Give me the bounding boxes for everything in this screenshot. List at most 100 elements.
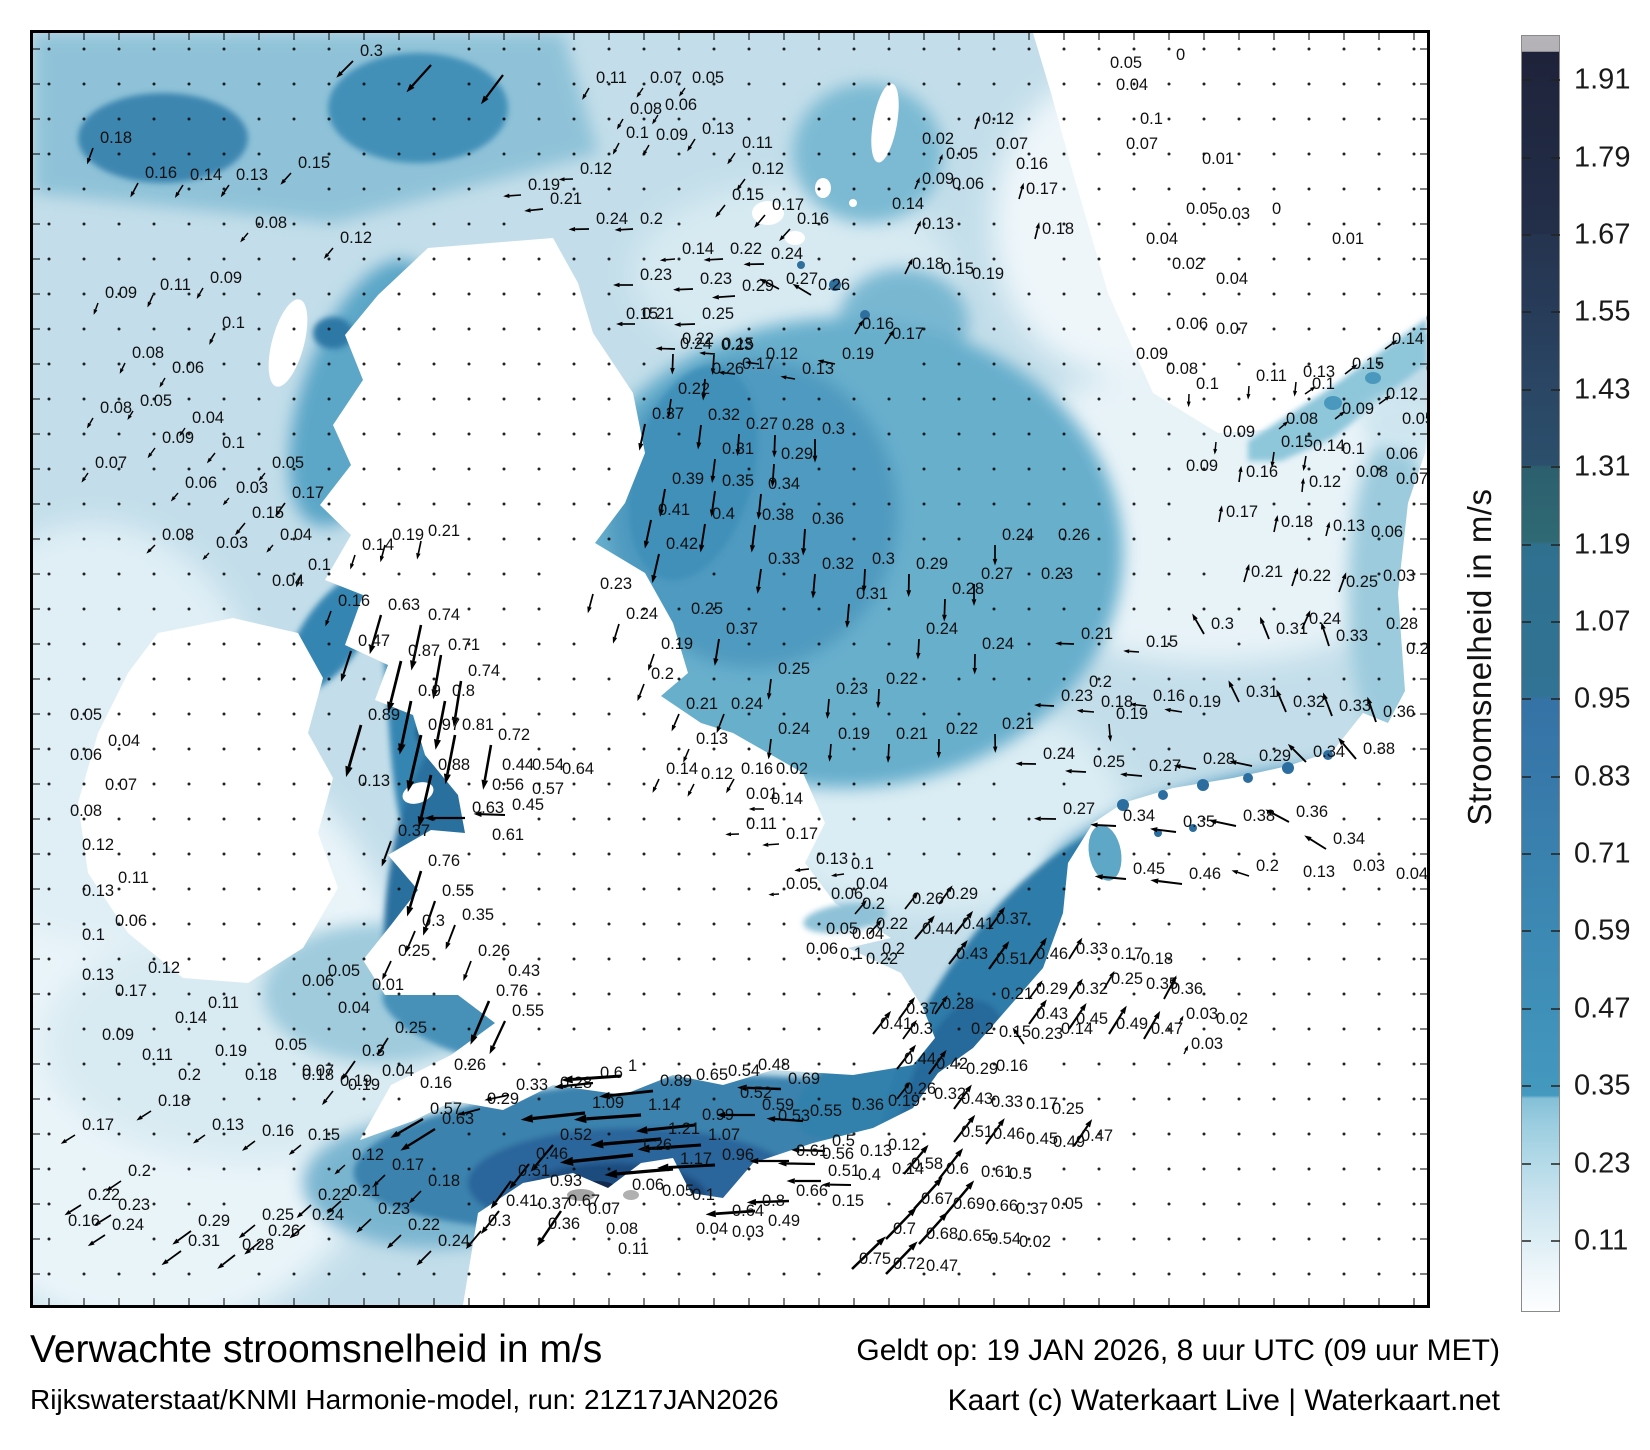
colorbar-tick-mark xyxy=(1551,79,1560,82)
flow-arrow xyxy=(1186,393,1191,408)
current-speed-value: 0.33 xyxy=(516,1076,548,1094)
current-speed-value: 0.02 xyxy=(922,130,954,148)
current-speed-value: 0.16 xyxy=(1246,463,1278,481)
current-speed-value: 0.09 xyxy=(102,1026,134,1044)
current-speed-value: 0.58 xyxy=(911,1155,943,1173)
flow-arrow xyxy=(715,204,726,218)
flow-arrow xyxy=(896,1082,911,1100)
current-speed-value: 0.2 xyxy=(640,210,663,228)
flow-arrow xyxy=(238,1224,256,1239)
flow-arrow xyxy=(1094,874,1127,881)
current-speed-value: 0.74 xyxy=(468,662,500,680)
flow-arrow xyxy=(696,424,702,450)
current-speed-value: 0.13 xyxy=(816,850,848,868)
current-speed-value: 0.27 xyxy=(1063,800,1095,818)
flow-arrow xyxy=(914,915,935,940)
current-speed-value: 0.04 xyxy=(382,1062,414,1080)
colorbar-tick-mark xyxy=(1522,775,1531,778)
flow-arrow xyxy=(974,115,980,130)
current-speed-value: 0.31 xyxy=(722,440,754,458)
current-speed-value: 0.6 xyxy=(600,1064,623,1082)
orkney-tidal-spots xyxy=(797,261,870,320)
current-speed-value: 0.42 xyxy=(936,1055,968,1073)
flow-arrow xyxy=(296,1204,312,1219)
current-speed-value: 0.29 xyxy=(946,885,978,903)
current-speed-value: 0.46 xyxy=(1189,865,1221,883)
grid-dots xyxy=(47,47,1416,1276)
colorbar-tick-mark xyxy=(1522,79,1531,82)
current-speed-value: 0.13 xyxy=(1303,363,1335,381)
current-speed-value: 0.2 xyxy=(862,895,885,913)
current-speed-value: 0.16 xyxy=(996,1057,1028,1075)
current-speed-value: 0.09 xyxy=(1342,400,1374,418)
flow-arrow xyxy=(673,287,694,292)
current-speed-value: 0.26 xyxy=(912,890,944,908)
current-speed-value: 0.13 xyxy=(358,772,390,790)
flow-arrow xyxy=(861,568,867,593)
current-speed-value: 0.15 xyxy=(722,335,754,353)
current-speed-value: 0.36 xyxy=(548,1215,580,1233)
current-speed-value: 0.17 xyxy=(82,1116,114,1134)
flow-arrow xyxy=(568,226,590,232)
current-speed-value: 0.33 xyxy=(991,1093,1023,1111)
flow-arrow xyxy=(898,996,916,1020)
flow-arrow xyxy=(582,87,590,100)
colorbar-tick: 1.55 xyxy=(1574,295,1631,328)
current-speed-value: 0.03 xyxy=(1191,1035,1223,1053)
flow-arrow xyxy=(172,1230,192,1245)
flow-arrow xyxy=(1338,572,1347,593)
current-speed-value: 0.09 xyxy=(210,269,242,287)
flow-arrow xyxy=(64,1204,82,1216)
flow-arrow xyxy=(1273,515,1279,533)
flow-arrow xyxy=(1322,692,1333,717)
flow-arrow xyxy=(735,433,741,456)
flow-arrow xyxy=(465,1230,482,1250)
flow-arrow xyxy=(416,1250,432,1266)
flow-arrow xyxy=(573,1113,642,1124)
norway-coastal-current xyxy=(1248,318,1427,461)
flow-arrow xyxy=(146,544,156,554)
flow-arrow xyxy=(716,713,725,734)
flow-arrow xyxy=(756,568,762,594)
flow-arrow xyxy=(490,1180,512,1209)
flow-arrow xyxy=(1068,1002,1087,1030)
current-speed-value: 0.11 xyxy=(742,134,773,152)
current-speed-value: 1.21 xyxy=(668,1120,700,1138)
current-speed-value: 0.05 xyxy=(328,962,360,980)
current-speed-value: 0.03 xyxy=(732,1223,764,1241)
current-speed-value: 0.03 xyxy=(1186,1005,1218,1023)
current-speed-value: 0.11 xyxy=(160,276,191,294)
current-speed-value: 0.26 xyxy=(1058,526,1090,544)
map-frame: 0.18 0.16 0.14 0.13 0.15 0.3 0.08 0.12 0.09 0.09 0… xyxy=(30,30,1430,1308)
flow-arrow xyxy=(726,778,735,794)
current-speed-value: 0.12 xyxy=(701,765,733,783)
current-speed-value: 0.14 xyxy=(892,195,924,213)
current-speed-value: 0.14 xyxy=(1392,330,1424,348)
current-speed-value: 0.88 xyxy=(438,756,470,774)
colorbar-tick-mark xyxy=(1551,930,1560,933)
current-speed-value: 0.72 xyxy=(498,726,530,744)
current-speed-value: 0.47 xyxy=(358,632,390,650)
flow-arrow xyxy=(770,463,776,488)
current-speed-value: 0.22 xyxy=(408,1216,440,1234)
current-speed-value: 0.23 xyxy=(1041,565,1073,583)
flow-arrow xyxy=(266,544,274,553)
copyright-line: Kaart (c) Waterkaart Live | Waterkaart.n… xyxy=(947,1384,1500,1417)
flow-arrow xyxy=(159,377,166,388)
flow-arrow xyxy=(1055,641,1075,646)
flow-arrow xyxy=(845,603,850,629)
flow-arrow xyxy=(1229,760,1253,767)
current-speed-value: 0.29 xyxy=(916,555,948,573)
flow-arrow xyxy=(766,678,772,700)
current-speed-value: 0.23 xyxy=(836,680,868,698)
colorbar-tick-mark xyxy=(1551,388,1560,391)
flow-arrow xyxy=(323,247,334,259)
current-speed-value: 0.42 xyxy=(666,535,698,553)
current-speed-value: 0.38 xyxy=(1243,807,1275,825)
colorbar-tick: 1.67 xyxy=(1574,218,1631,251)
current-speed-value: 0.67 xyxy=(921,1190,953,1208)
current-speed-value: 0.19 xyxy=(1116,705,1148,723)
current-speed-value: 0.14 xyxy=(682,240,714,258)
current-speed-value: 0.22 xyxy=(876,915,908,933)
flow-arrow xyxy=(105,1180,122,1192)
